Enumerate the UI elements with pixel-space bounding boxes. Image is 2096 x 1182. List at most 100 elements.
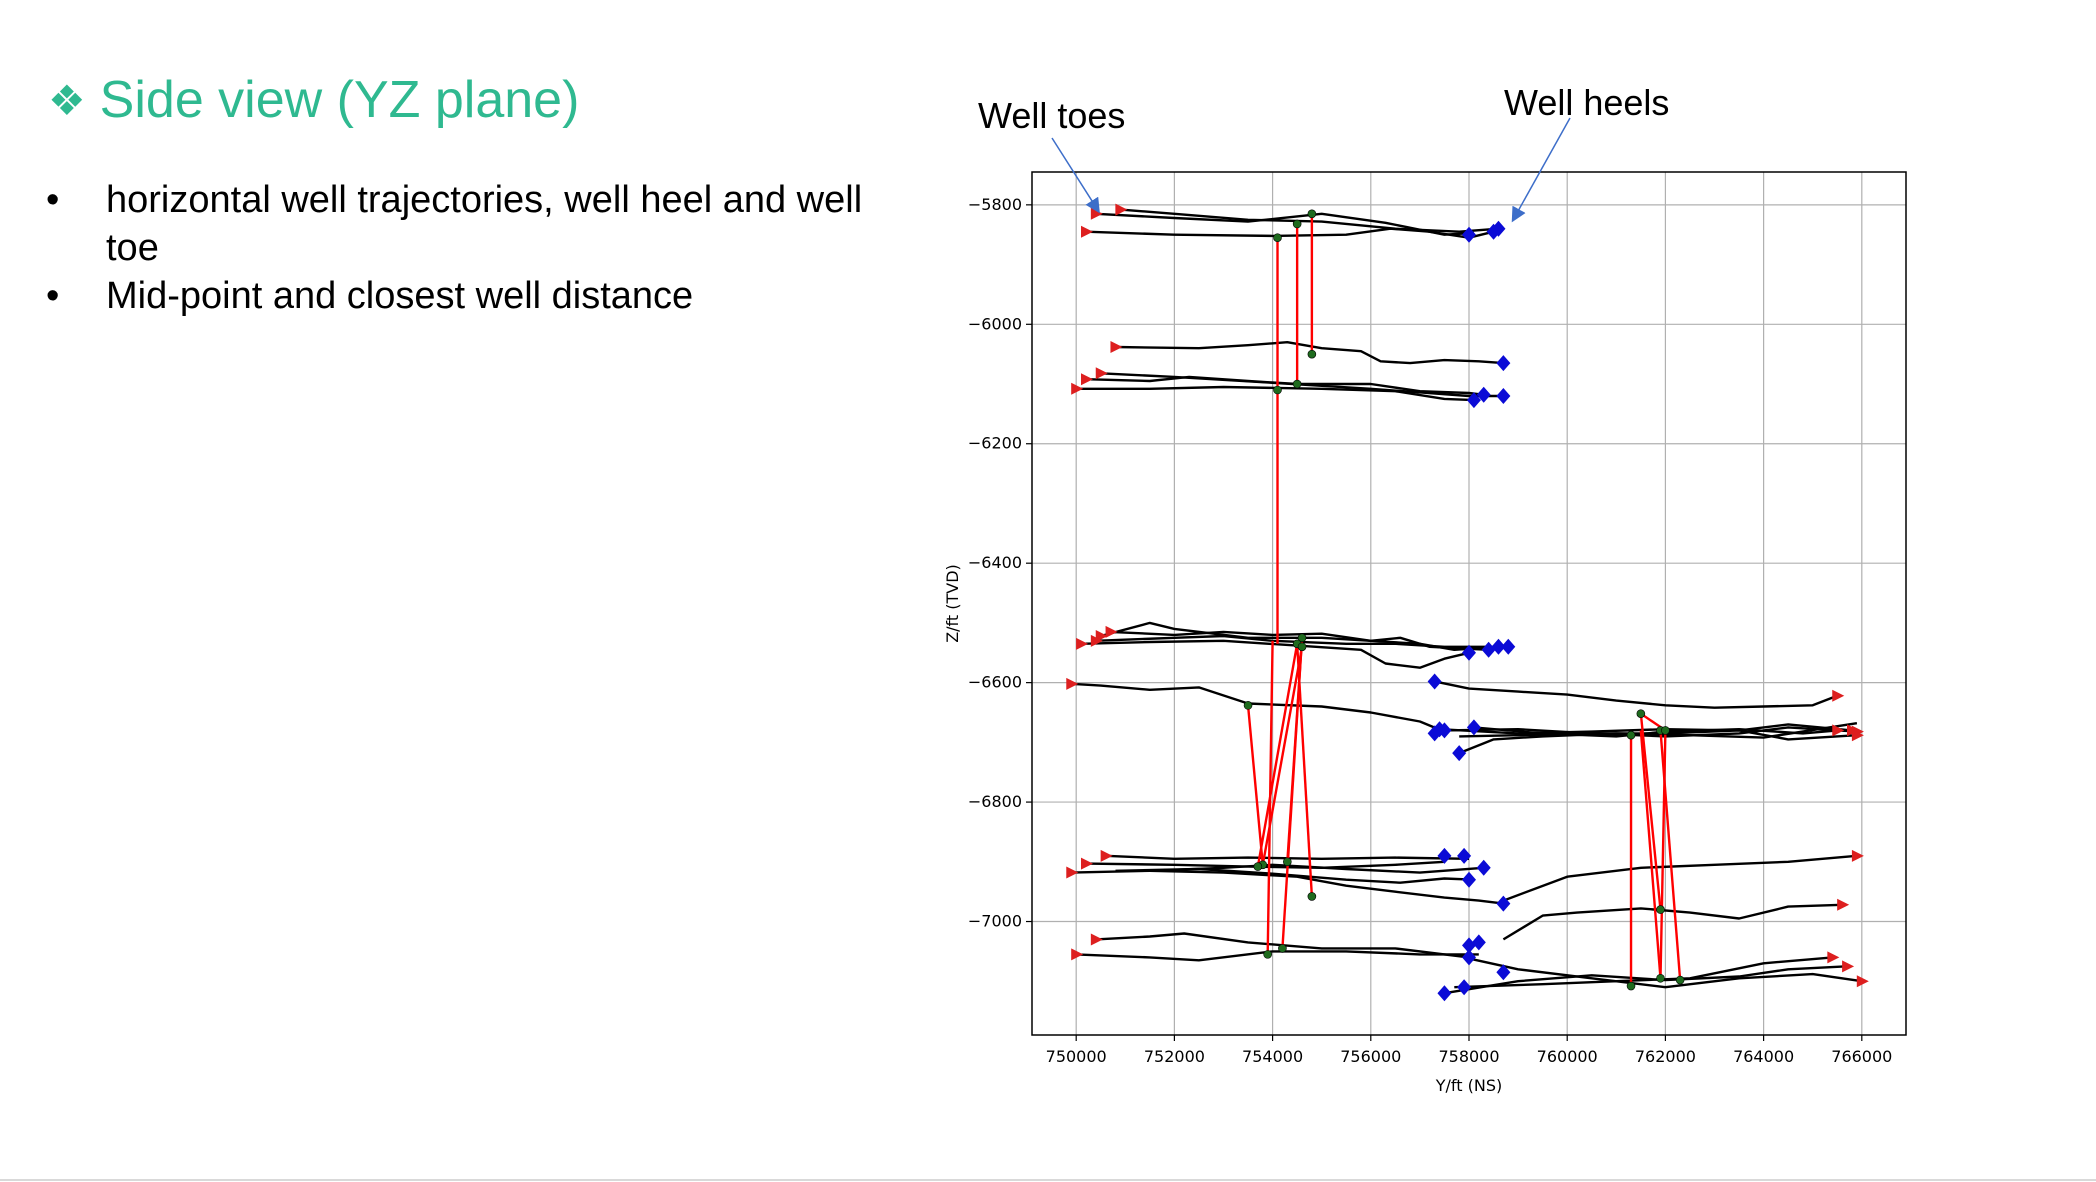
well-heel-marker xyxy=(1437,847,1452,864)
well-heel-marker xyxy=(1457,979,1472,996)
y-tick-label: −6800 xyxy=(968,792,1022,811)
well-trajectory xyxy=(1434,680,1838,709)
plot-content xyxy=(1066,203,1869,1002)
well-trajectory xyxy=(1115,341,1504,365)
bullet-item: • horizontal well trajectories, well hee… xyxy=(46,176,866,272)
well-toe-marker xyxy=(1110,340,1123,353)
well-toe-marker xyxy=(1066,677,1079,690)
bullet-item: • Mid-point and closest well distance xyxy=(46,272,866,320)
x-tick-label: 760000 xyxy=(1537,1047,1598,1066)
well-trajectory xyxy=(1105,854,1470,860)
well-trajectory xyxy=(1502,854,1858,902)
well-toe-marker xyxy=(1105,625,1118,638)
well-toe-marker xyxy=(1081,857,1094,870)
well-heel-marker xyxy=(1437,722,1452,739)
well-toe-marker xyxy=(1081,225,1094,238)
footer-divider xyxy=(0,1179,2096,1181)
well-trajectory xyxy=(1085,860,1445,869)
well-heel-marker xyxy=(1427,673,1442,690)
well-toe-marker xyxy=(1066,866,1079,879)
well-toe-marker xyxy=(1832,724,1845,737)
closest-distance-line xyxy=(1281,637,1304,949)
well-toe-marker xyxy=(1851,849,1864,862)
well-trajectory xyxy=(1085,227,1494,239)
midpoint-marker xyxy=(1675,975,1685,985)
well-heel-marker xyxy=(1462,949,1476,966)
well-toe-marker xyxy=(1071,382,1084,395)
bullet-dot: • xyxy=(46,275,60,317)
y-axis-label: Z/ft (TVD) xyxy=(943,564,962,643)
midpoint-marker xyxy=(1307,209,1317,219)
midpoint-marker xyxy=(1656,905,1665,914)
midpoint-marker xyxy=(1278,944,1287,953)
midpoint-marker xyxy=(1273,233,1282,242)
well-trajectory xyxy=(1095,634,1509,648)
well-toe-marker xyxy=(1100,849,1113,862)
x-tick-label: 750000 xyxy=(1046,1047,1107,1066)
well-heel-marker xyxy=(1466,719,1481,736)
well-heel-marker xyxy=(1462,226,1476,243)
midpoint-marker xyxy=(1626,981,1636,991)
well-heel-marker xyxy=(1496,387,1511,404)
well-trajectory xyxy=(1149,869,1504,905)
well-heel-marker xyxy=(1481,641,1496,658)
well-toe-marker xyxy=(1115,203,1128,216)
closest-distance-line xyxy=(1256,643,1299,867)
y-tick-label: −7000 xyxy=(968,912,1022,931)
y-tick-label: −6400 xyxy=(968,553,1022,572)
x-tick-label: 764000 xyxy=(1733,1047,1794,1066)
bullet-list: • horizontal well trajectories, well hee… xyxy=(46,176,866,320)
midpoint-marker xyxy=(1661,726,1670,735)
well-trajectory xyxy=(1076,385,1474,402)
well-trajectory xyxy=(1095,932,1470,959)
well-heel-marker xyxy=(1466,392,1481,409)
well-trajectory xyxy=(1454,956,1833,989)
well-heel-marker xyxy=(1496,355,1511,372)
well-trajectory xyxy=(1115,867,1474,884)
midpoint-marker xyxy=(1263,950,1272,959)
midpoint-marker xyxy=(1626,730,1636,740)
bullet-text: Mid-point and closest well distance xyxy=(106,275,694,317)
well-heel-marker xyxy=(1462,871,1476,888)
annotation-label: Well toes xyxy=(978,95,1125,136)
midpoint-marker xyxy=(1636,709,1646,718)
x-tick-label: 756000 xyxy=(1340,1047,1401,1066)
well-toe-marker xyxy=(1837,898,1850,911)
annotation-arrow xyxy=(1511,117,1571,223)
closest-distance-line xyxy=(1639,730,1662,979)
well-trajectory xyxy=(1076,950,1479,962)
annotation-arrow xyxy=(1051,137,1100,214)
midpoint-marker xyxy=(1243,701,1253,710)
midpoint-marker xyxy=(1273,385,1282,395)
midpoint-marker xyxy=(1307,349,1317,359)
well-trajectory xyxy=(1110,630,1489,651)
well-toe-marker xyxy=(1095,367,1108,380)
well-toe-marker xyxy=(1076,637,1089,650)
well-trajectory xyxy=(1120,208,1499,233)
well-heel-marker xyxy=(1457,847,1472,864)
well-toe-marker xyxy=(1090,634,1103,647)
x-axis-label: Y/ft (NS) xyxy=(1435,1076,1502,1095)
y-tick-label: −5800 xyxy=(968,195,1022,214)
well-toe-marker xyxy=(1827,951,1840,964)
x-tick-label: 758000 xyxy=(1438,1047,1499,1066)
midpoint-marker xyxy=(1283,857,1292,867)
well-heel-marker xyxy=(1496,895,1511,912)
well-trajectory xyxy=(1463,956,1862,989)
well-heel-marker xyxy=(1437,985,1452,1002)
well-trajectory xyxy=(1458,722,1858,755)
well-heel-marker xyxy=(1427,725,1442,742)
well-heel-marker xyxy=(1476,859,1491,876)
midpoint-marker xyxy=(1253,862,1263,871)
well-toe-marker xyxy=(1842,960,1855,973)
midpoint-marker xyxy=(1292,219,1302,229)
well-heel-marker xyxy=(1486,223,1501,240)
bullet-text: horizontal well trajectories, well heel … xyxy=(106,179,863,269)
annotation-label: Well heels xyxy=(1504,82,1669,123)
closest-distance-line xyxy=(1266,640,1274,955)
well-heel-marker xyxy=(1496,964,1511,981)
well-heel-marker xyxy=(1471,934,1486,951)
well-heel-marker xyxy=(1491,638,1506,655)
